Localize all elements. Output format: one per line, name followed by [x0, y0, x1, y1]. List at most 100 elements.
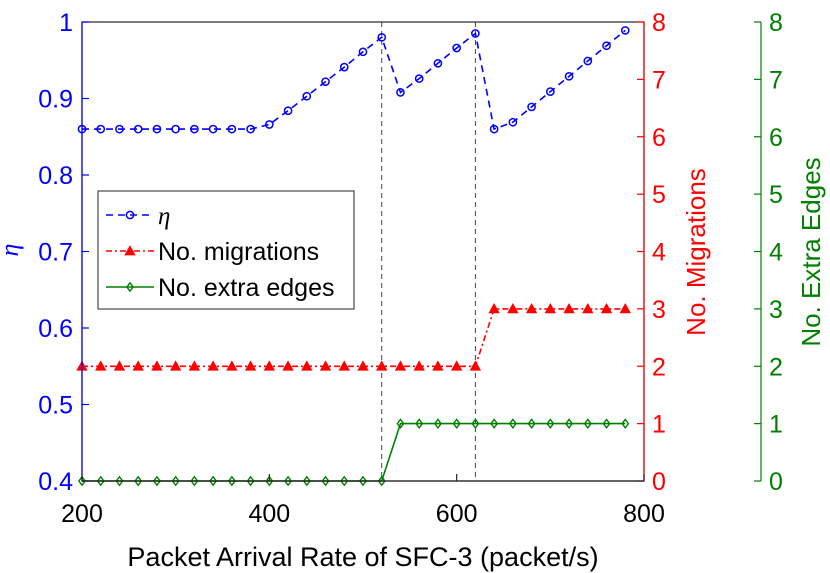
data-point: [394, 360, 407, 371]
right-axis-1-tick-label: 3: [652, 296, 666, 324]
legend: η No. migrations No. extra edges: [97, 190, 355, 310]
data-point: [377, 475, 386, 487]
data-point: [132, 360, 144, 371]
right-axis-2-tick-label: 6: [769, 124, 783, 152]
data-point: [358, 475, 368, 487]
data-point: [377, 32, 387, 42]
data-point: [339, 62, 349, 72]
left-axis-label: η: [0, 244, 24, 257]
right-axis-1-tick-label: 5: [652, 181, 666, 209]
x-tick-label: 800: [623, 500, 665, 528]
data-point: [602, 41, 611, 51]
right-axis-1-tick-label: 6: [652, 124, 666, 152]
data-point: [152, 124, 162, 134]
left-tick-label: 0.6: [38, 315, 73, 343]
data-point: [413, 360, 425, 371]
data-point: [340, 475, 349, 487]
data-point: [396, 418, 405, 429]
legend-entry: No. migrations: [158, 238, 319, 266]
legend-entry: η: [158, 203, 170, 230]
legend-marker: [124, 245, 136, 256]
right-axis-1-tick-label: 1: [652, 411, 666, 439]
data-point: [525, 303, 538, 314]
data-point: [190, 124, 199, 134]
data-point: [488, 303, 500, 314]
data-point: [620, 26, 630, 35]
data-point: [583, 56, 593, 66]
data-point: [115, 475, 124, 487]
data-point: [113, 360, 126, 371]
data-point: [469, 360, 482, 371]
data-point: [244, 360, 257, 371]
data-point: [583, 418, 592, 429]
legend-marker: [125, 281, 135, 293]
data-point: [490, 418, 499, 429]
data-point: [302, 91, 312, 101]
data-point: [527, 102, 536, 112]
data-point: [264, 120, 274, 129]
data-point: [450, 360, 463, 371]
data-point: [263, 360, 276, 371]
data-point: [77, 475, 87, 487]
data-point: [209, 475, 218, 487]
left-tick-label: 1: [59, 9, 73, 37]
x-tick-label: 400: [248, 500, 290, 528]
left-tick-label: 0.5: [38, 392, 73, 420]
data-point: [619, 303, 631, 314]
data-point: [133, 124, 143, 134]
data-point: [96, 124, 106, 134]
right-axis-2-tick-label: 1: [769, 411, 783, 439]
data-point: [600, 303, 613, 314]
right-axis-1-label: No. Migrations: [681, 168, 711, 336]
data-point: [246, 124, 255, 134]
data-point: [115, 124, 124, 134]
right-axis-2-tick-label: 7: [769, 66, 783, 94]
data-point: [433, 418, 442, 429]
right-axis-1-tick-label: 4: [652, 239, 666, 267]
data-point: [545, 87, 555, 96]
data-point: [338, 360, 350, 371]
data-point: [508, 117, 518, 127]
data-point: [190, 475, 199, 487]
left-tick-label: 0.4: [38, 468, 73, 496]
series-eta: [77, 26, 630, 134]
data-point: [544, 303, 557, 314]
data-point: [301, 360, 313, 371]
right-axis-2-label: No. Extra Edges: [796, 157, 826, 346]
data-point: [95, 360, 107, 371]
data-point: [171, 124, 181, 134]
left-tick-label: 0.7: [38, 239, 73, 267]
data-point: [415, 418, 424, 429]
data-point: [376, 360, 388, 371]
data-point: [602, 418, 611, 429]
data-point: [227, 124, 237, 134]
data-point: [489, 124, 499, 134]
series-line: [82, 308, 626, 368]
legend-entry: No. extra edges: [158, 274, 335, 302]
right-y-axis-migrations: 0 1 2 3 4 5 6 7 8 No. Migrations: [637, 9, 711, 496]
data-point: [471, 418, 480, 429]
data-point: [321, 77, 330, 87]
data-point: [282, 360, 294, 371]
left-y-axis: 0.4 0.5 0.6 0.7 0.8 0.9 1 η: [0, 9, 89, 496]
data-point: [134, 475, 143, 487]
data-point: [396, 88, 405, 97]
data-point: [621, 418, 630, 429]
right-axis-1-tick-label: 0: [652, 468, 666, 496]
data-point: [433, 58, 443, 68]
right-y-axis-extra-edges: 0 1 2 3 4 5 6 7 8 No. Extra Edges: [754, 9, 826, 496]
data-point: [188, 360, 201, 371]
left-tick-label: 0.8: [38, 162, 73, 190]
x-axis-label: Packet Arrival Rate of SFC-3 (packet/s): [127, 542, 598, 572]
data-point: [358, 47, 368, 57]
x-tick-label: 600: [436, 500, 478, 528]
data-point: [432, 360, 444, 371]
data-point: [564, 71, 574, 81]
series-line: [82, 29, 626, 131]
data-point: [471, 29, 480, 38]
right-axis-2-tick-label: 4: [769, 239, 783, 267]
data-point: [246, 475, 255, 487]
data-point: [227, 475, 236, 487]
right-axis-1-tick-label: 7: [652, 66, 666, 94]
